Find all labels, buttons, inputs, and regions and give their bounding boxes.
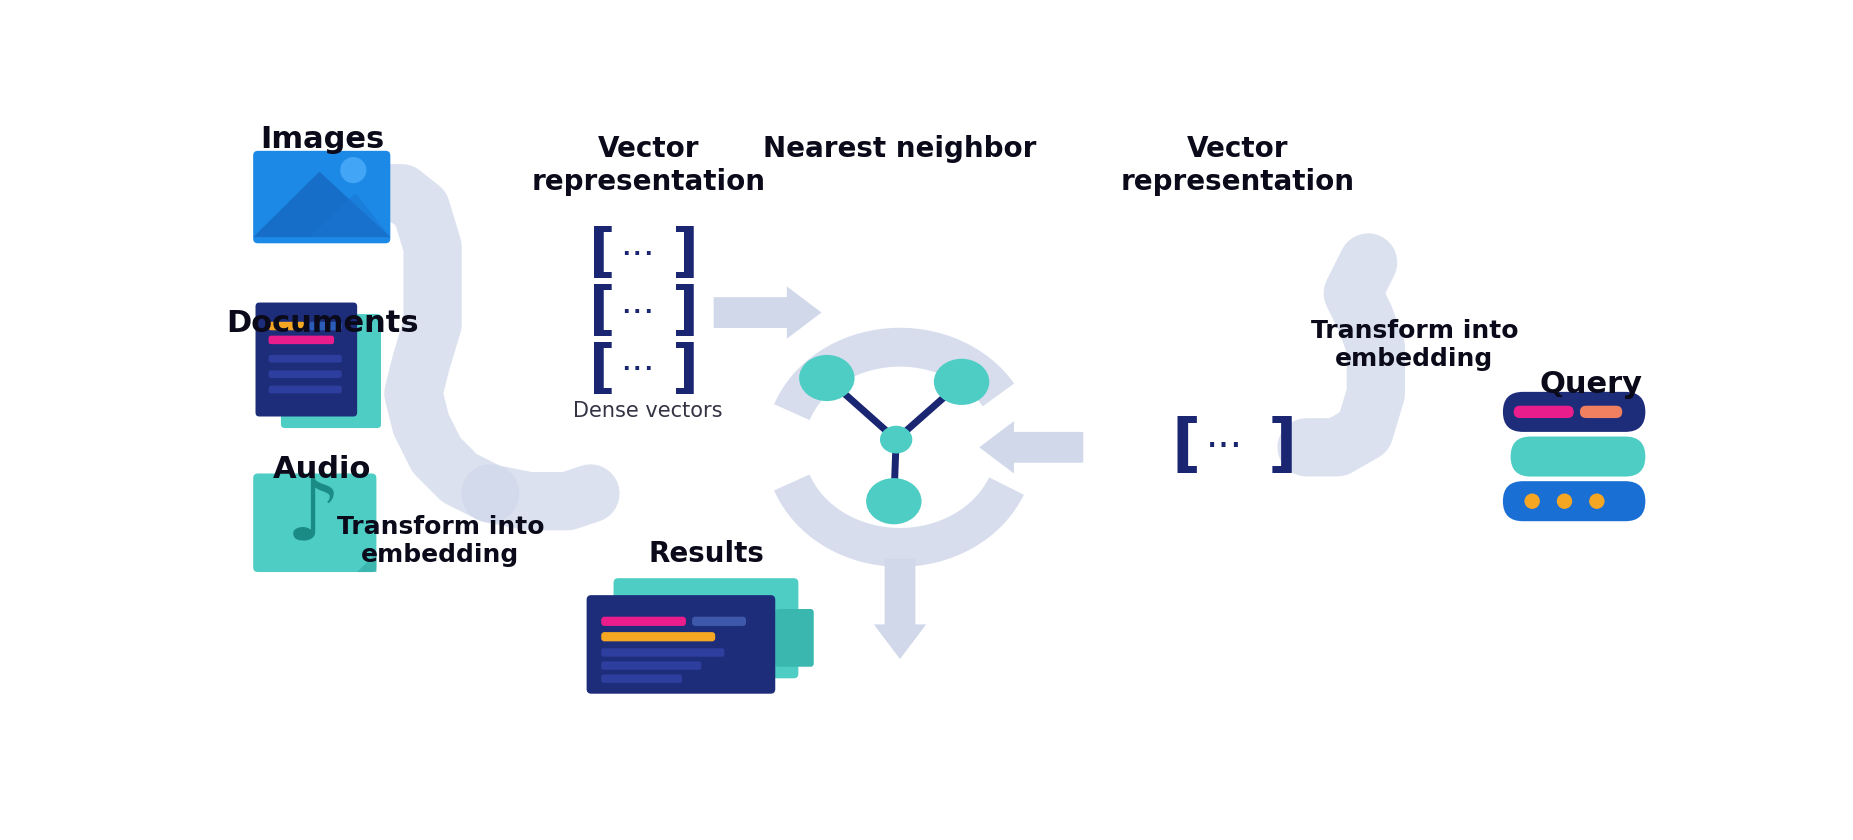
FancyBboxPatch shape — [600, 661, 700, 669]
Ellipse shape — [880, 426, 912, 454]
FancyBboxPatch shape — [587, 595, 775, 694]
Text: Documents: Documents — [226, 308, 419, 338]
Polygon shape — [358, 553, 376, 572]
FancyBboxPatch shape — [1503, 391, 1645, 432]
Text: ♪: ♪ — [285, 475, 341, 558]
Circle shape — [1525, 493, 1540, 509]
Text: Query: Query — [1540, 370, 1644, 399]
Text: [: [ — [589, 284, 615, 341]
Ellipse shape — [934, 359, 990, 405]
Polygon shape — [309, 193, 391, 237]
FancyBboxPatch shape — [269, 386, 341, 393]
FancyBboxPatch shape — [1514, 406, 1573, 418]
FancyBboxPatch shape — [269, 370, 341, 378]
FancyBboxPatch shape — [256, 302, 358, 417]
FancyBboxPatch shape — [282, 314, 382, 428]
Text: Vector
representation: Vector representation — [1121, 135, 1355, 196]
Text: ]: ] — [673, 226, 699, 283]
Ellipse shape — [799, 354, 854, 401]
FancyArrow shape — [978, 421, 1084, 474]
Text: ]: ] — [1267, 417, 1297, 478]
FancyArrow shape — [875, 559, 926, 659]
FancyArrow shape — [713, 286, 821, 339]
FancyBboxPatch shape — [254, 474, 376, 572]
FancyBboxPatch shape — [269, 336, 334, 344]
Circle shape — [1590, 493, 1605, 509]
Text: [: [ — [1171, 417, 1201, 478]
FancyBboxPatch shape — [254, 151, 391, 244]
FancyBboxPatch shape — [600, 632, 715, 642]
Text: Nearest neighbor: Nearest neighbor — [763, 135, 1036, 164]
Text: ···: ··· — [619, 354, 654, 387]
Text: ···: ··· — [619, 238, 654, 272]
Text: Transform into
embedding: Transform into embedding — [1310, 319, 1518, 371]
Polygon shape — [254, 171, 391, 237]
Text: ···: ··· — [619, 296, 654, 329]
Text: Results: Results — [649, 539, 763, 568]
Text: Dense vectors: Dense vectors — [573, 401, 723, 421]
FancyBboxPatch shape — [254, 151, 391, 244]
Text: ···: ··· — [1206, 428, 1243, 466]
FancyBboxPatch shape — [269, 354, 341, 363]
FancyBboxPatch shape — [600, 675, 682, 683]
FancyBboxPatch shape — [600, 617, 686, 626]
FancyBboxPatch shape — [693, 617, 747, 626]
FancyBboxPatch shape — [600, 648, 725, 657]
Text: Audio: Audio — [272, 455, 372, 484]
Text: Transform into
embedding: Transform into embedding — [337, 515, 545, 567]
Text: [: [ — [589, 226, 615, 283]
Text: Images: Images — [261, 125, 385, 155]
FancyBboxPatch shape — [613, 578, 799, 679]
Circle shape — [1557, 493, 1571, 509]
FancyBboxPatch shape — [1581, 406, 1621, 418]
Ellipse shape — [865, 478, 921, 524]
Text: Vector
representation: Vector representation — [532, 135, 765, 196]
FancyBboxPatch shape — [775, 609, 813, 667]
Circle shape — [341, 157, 367, 183]
Text: [: [ — [589, 342, 615, 399]
FancyBboxPatch shape — [1503, 481, 1645, 521]
FancyBboxPatch shape — [309, 322, 341, 330]
Text: ]: ] — [673, 342, 699, 399]
Text: ]: ] — [673, 284, 699, 341]
FancyBboxPatch shape — [269, 322, 304, 330]
FancyBboxPatch shape — [1510, 437, 1645, 476]
